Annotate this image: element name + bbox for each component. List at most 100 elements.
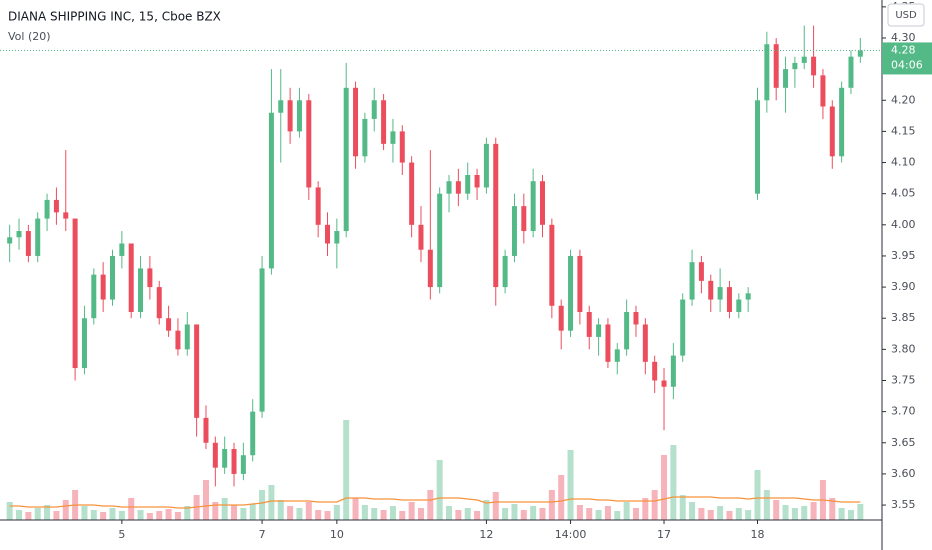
candle-body: [418, 224, 424, 250]
volume-bar: [782, 505, 789, 520]
candle-body: [465, 174, 471, 194]
volume-bar: [202, 480, 209, 520]
volume-bar: [212, 502, 219, 520]
y-tick-label: 3.65: [891, 436, 916, 449]
x-tick-label: 14:00: [555, 528, 587, 541]
candle-body: [91, 274, 97, 319]
volume-bar: [231, 505, 238, 520]
candle-body: [642, 324, 648, 362]
candle-body: [362, 118, 368, 157]
volume-bar: [717, 506, 724, 520]
candle-body: [717, 287, 723, 300]
volume-bar: [100, 512, 107, 520]
volume-bar: [726, 511, 733, 520]
y-tick-label: 3.95: [891, 249, 916, 262]
candle-body: [661, 380, 667, 387]
candle-body: [334, 231, 340, 244]
y-tick-label: 4.00: [891, 218, 916, 231]
candle-body: [624, 312, 630, 350]
candle-body: [119, 243, 125, 256]
candle-body: [783, 69, 789, 88]
volume-bar: [389, 506, 396, 520]
candle-body: [259, 268, 265, 412]
candle-body: [325, 224, 330, 244]
candle-body: [474, 174, 480, 188]
volume-bar: [333, 505, 340, 520]
candle-body: [7, 237, 13, 244]
volume-bar: [25, 512, 32, 520]
x-tick-label: 7: [259, 528, 266, 541]
candle-body: [848, 56, 854, 88]
volume-bar: [829, 498, 836, 520]
volume-bar: [315, 510, 322, 520]
candle-body: [138, 268, 144, 312]
candle-body: [745, 293, 751, 300]
volume-bar: [670, 445, 677, 520]
volume-bar: [240, 508, 247, 520]
candle-body: [175, 330, 181, 350]
candle-body: [820, 75, 826, 107]
y-tick-label: 4.20: [891, 93, 916, 106]
candle-body: [726, 287, 732, 312]
candle-body: [231, 449, 237, 474]
volume-bar: [277, 500, 284, 520]
volume-bar: [81, 506, 88, 520]
x-tick-label: 5: [118, 528, 125, 541]
volume-bar: [287, 506, 294, 520]
y-tick-label: 4.05: [891, 187, 916, 200]
volume-bar: [530, 506, 537, 520]
chart-title: DIANA SHIPPING INC, 15, Cboe BZX: [8, 10, 221, 24]
candle-body: [839, 87, 845, 157]
candle-body: [44, 199, 50, 219]
currency-label: USD: [895, 10, 917, 21]
candle-body: [493, 143, 499, 288]
volume-bar: [483, 500, 490, 520]
volume-bar: [371, 508, 378, 520]
y-tick-label: 3.70: [891, 405, 916, 418]
candle-body: [371, 100, 377, 119]
volume-bar: [679, 495, 686, 520]
candle-body: [811, 56, 817, 76]
volume-bar: [558, 475, 565, 520]
candle-body: [829, 106, 835, 157]
candle-body: [446, 181, 452, 194]
y-tick-label: 4.30: [891, 31, 916, 44]
candle-body: [736, 299, 742, 312]
candle-body: [755, 100, 760, 194]
candle-body: [268, 112, 274, 269]
volume-bar: [305, 502, 312, 520]
volume-bar: [296, 508, 303, 520]
volume-bar: [156, 511, 163, 520]
candle-body: [801, 56, 807, 63]
candle-body: [530, 181, 536, 232]
candle-body: [455, 181, 461, 194]
volume-bar: [343, 420, 350, 520]
volume-bar: [520, 510, 527, 520]
volume-bar: [464, 508, 471, 520]
candle-body: [296, 100, 302, 132]
candle-body: [100, 274, 106, 300]
y-tick-label: 3.60: [891, 467, 916, 480]
volume-bar: [474, 511, 481, 520]
candle-body: [689, 262, 695, 300]
candle-body: [521, 206, 527, 232]
candle-body: [670, 355, 676, 387]
x-tick-label: 12: [479, 528, 493, 541]
candle-body: [156, 287, 162, 319]
candle-body: [390, 131, 396, 144]
candle-body: [72, 218, 78, 369]
volume-bar: [361, 505, 368, 520]
candle-body: [110, 255, 115, 300]
y-tick-label: 3.75: [891, 374, 916, 387]
candle-body: [764, 44, 770, 101]
candle-body: [427, 249, 433, 288]
volume-bar: [109, 508, 116, 520]
volume-bar: [763, 490, 770, 520]
volume-bar: [436, 460, 443, 520]
candle-body: [399, 131, 405, 163]
volume-bar: [268, 485, 275, 520]
candle-body: [698, 262, 704, 281]
last-price-box: [882, 42, 932, 75]
volume-bar: [352, 498, 359, 520]
volume-bar: [791, 508, 798, 520]
